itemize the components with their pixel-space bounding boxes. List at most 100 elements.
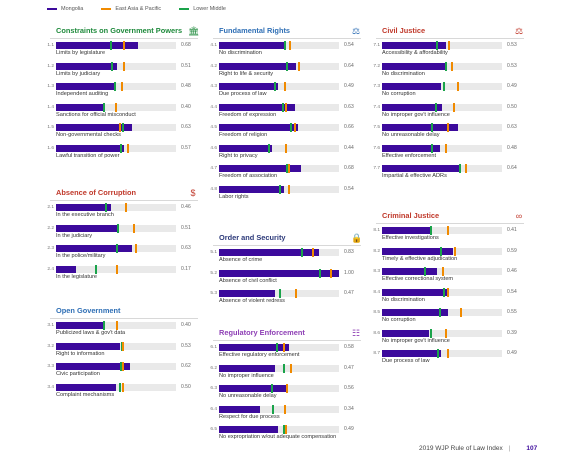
bar-track <box>382 246 502 256</box>
bar-mongolia <box>219 83 278 90</box>
indicator-code: 7.4 <box>373 104 380 110</box>
indicator-row: 6.5 0.49 No expropriation w/out adequate c… <box>210 425 361 447</box>
bar-mongolia <box>56 383 116 391</box>
indicator-code: 2.1 <box>47 205 54 210</box>
section-header: Fundamental Rights ⚖ <box>213 23 361 39</box>
indicator-row: 5.2 1.00 Absence of civil conflict <box>210 268 361 291</box>
indicator-code: 3.3 <box>47 364 54 369</box>
bar-track <box>56 82 176 91</box>
indicator-code: 7.1 <box>373 43 380 48</box>
indicator-label: No improper gov't influence <box>382 337 450 344</box>
marker-east-asia <box>285 143 288 153</box>
marker-east-asia <box>287 184 290 194</box>
section-header: Criminal Justice ∞ <box>376 208 524 224</box>
section-title: Civil Justice <box>382 26 426 35</box>
indicator-score: 0.68 <box>344 165 354 171</box>
indicator-label: Freedom of expression <box>219 111 277 118</box>
marker-east-asia <box>133 223 135 233</box>
marker-east-asia <box>285 425 288 434</box>
indicator-row: 4.3 0.49 Due process of law <box>210 82 361 104</box>
indicator-code: 6.2 <box>210 365 217 371</box>
indicator-label: No unreasonable delay <box>219 393 277 399</box>
marker-lower-middle <box>286 164 289 173</box>
bar-track <box>219 184 339 194</box>
indicator-code: 1.1 <box>47 43 54 48</box>
section-order-security: Order and Security 🔒 5.1 0.83 Absence of cri… <box>210 230 362 311</box>
section-civil-justice: Civil Justice ⚖ 7.1 0.53 Accessibility & aff… <box>373 23 524 186</box>
bar-mongolia <box>219 249 319 256</box>
section-title: Regulatory Enforcement <box>219 328 305 337</box>
indicator-label: Limits by legislature <box>56 50 106 56</box>
indicator-code: 1.6 <box>47 145 54 151</box>
indicator-label: Freedom of association <box>219 173 278 179</box>
marker-lower-middle <box>268 143 271 153</box>
marker-lower-middle <box>117 223 120 233</box>
marker-east-asia <box>135 244 138 253</box>
indicator-code: 6.3 <box>210 386 217 391</box>
indicator-row: 1.6 0.57 Lawful transition of power <box>47 143 198 166</box>
indicator-score: 0.50 <box>507 103 517 110</box>
indicator-row: 7.6 0.48 Effective enforcement <box>373 143 524 166</box>
indicator-score: 0.46 <box>507 268 517 274</box>
bar-mongolia <box>382 103 442 111</box>
bar-mongolia <box>56 363 131 370</box>
bar-mongolia <box>382 165 459 172</box>
marker-east-asia <box>287 164 290 173</box>
indicator-row: 8.7 0.49 Due process of law <box>373 349 524 371</box>
indicator-label: Effective enforcement <box>382 152 436 159</box>
section-title: Constraints on Government Powers <box>56 26 183 35</box>
marker-east-asia <box>122 382 125 392</box>
indicator-label: Labor rights <box>219 193 249 200</box>
marker-lower-middle <box>290 123 292 132</box>
indicator-row: 7.3 0.49 No corruption <box>373 82 524 104</box>
indicator-row: 2.4 0.17 In the legislature <box>47 264 198 287</box>
indicator-code: 5.1 <box>210 250 217 255</box>
indicator-row: 4.5 0.66 Freedom of religion <box>210 123 361 145</box>
indicator-score: 0.17 <box>181 265 191 272</box>
indicator-label: In the judiciary <box>56 232 93 239</box>
section-criminal-justice: Criminal Justice ∞ 8.1 0.41 Effective invest… <box>373 208 524 371</box>
marker-east-asia <box>442 267 445 276</box>
indicator-score: 0.53 <box>181 342 191 349</box>
indicator-label: Effective regulatory enforcement <box>219 352 300 358</box>
bar-mongolia <box>56 204 112 211</box>
bar-mongolia <box>56 62 118 70</box>
bar-mongolia <box>382 62 446 70</box>
indicator-score: 0.64 <box>507 165 517 171</box>
handcuffs-icon: ∞ <box>515 210 523 221</box>
indicator-code: 1.4 <box>47 104 54 110</box>
indicator-row: 1.4 0.40 Sanctions for official misconduct <box>47 102 198 125</box>
building-icon: 🏛 <box>188 25 200 36</box>
marker-east-asia <box>282 343 285 352</box>
indicator-row: 8.6 0.39 No improper gov't influence <box>373 328 524 351</box>
indicator-row: 7.1 0.53 Accessibility & affordability <box>373 41 524 63</box>
marker-east-asia <box>294 289 297 298</box>
section-title: Criminal Justice <box>382 211 440 220</box>
indicator-score: 0.63 <box>507 124 517 130</box>
document-icon: ☷ <box>351 327 361 338</box>
bar-mongolia <box>219 364 276 372</box>
bar-mongolia <box>56 83 114 90</box>
indicator-label: Non-governmental checks <box>56 132 121 138</box>
indicator-code: 4.3 <box>210 84 217 89</box>
indicator-label: Limits by judiciary <box>56 70 101 77</box>
section-constraints: Constraints on Government Powers 🏛 1.1 0.68… <box>47 23 200 166</box>
section-open-government: Open Government 3.1 0.40 Publicized laws & … <box>47 303 198 404</box>
marker-east-asia <box>118 123 121 132</box>
bar-mongolia <box>219 103 295 111</box>
bar-track <box>382 164 502 173</box>
bar-mongolia <box>219 42 284 49</box>
indicator-score: 0.56 <box>344 385 354 391</box>
indicator-score: 0.49 <box>344 83 354 89</box>
indicator-row: 7.2 0.53 No discrimination <box>373 61 524 84</box>
marker-east-asia <box>447 287 449 297</box>
section-header: Order and Security 🔒 <box>213 230 362 246</box>
legend-label-east-asia: East Asia & Pacific <box>115 6 162 12</box>
marker-lower-middle <box>121 341 123 351</box>
bar-mongolia <box>219 62 296 70</box>
indicator-row: 1.1 0.68 Limits by legislature <box>47 41 198 63</box>
legend: Mongolia East Asia & Pacific Lower Middl… <box>47 6 226 12</box>
indicator-score: 0.53 <box>507 62 517 69</box>
indicator-row: 2.2 0.51 In the judiciary <box>47 223 198 246</box>
indicator-code: 4.2 <box>210 63 217 69</box>
